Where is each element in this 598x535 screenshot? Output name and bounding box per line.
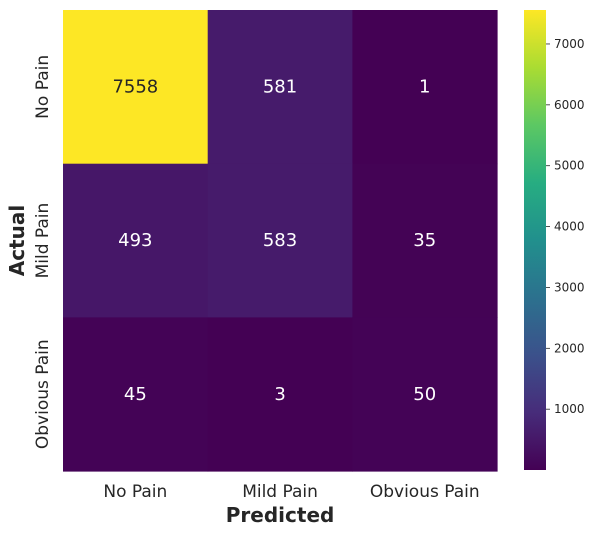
colorbar-tick-label: 6000: [554, 98, 585, 112]
heatmap-cell-value: 7558: [112, 76, 158, 97]
heatmap-cell-labels: 7558 581 1 493 583 35 45 3 50: [112, 76, 436, 404]
x-tick-label: Obvious Pain: [370, 482, 480, 502]
y-tick-label: Mild Pain: [33, 203, 53, 279]
heatmap-cell-value: 581: [263, 76, 297, 97]
y-tick-label: No Pain: [33, 55, 53, 119]
colorbar-tick-label: 1000: [554, 402, 585, 416]
heatmap-cell: [352, 10, 498, 165]
colorbar-tick-label: 3000: [554, 280, 585, 294]
heatmap-cell-value: 1: [419, 76, 430, 97]
heatmap-cell: [352, 163, 498, 318]
colorbar-tick-label: 2000: [554, 341, 585, 355]
heatmap-cell-value: 35: [413, 230, 436, 251]
y-tick-label: Obvious Pain: [33, 339, 53, 449]
heatmap-cell: [63, 10, 209, 165]
y-axis-title: Actual: [5, 205, 29, 276]
y-tick-labels: No Pain Mild Pain Obvious Pain: [33, 55, 53, 449]
x-tick-labels: No Pain Mild Pain Obvious Pain: [103, 482, 479, 502]
heatmap-cell-value: 583: [263, 230, 297, 251]
heatmap-cell-value: 493: [118, 230, 152, 251]
x-axis-title: Predicted: [226, 503, 335, 527]
heatmap-cell: [352, 317, 498, 472]
heatmap-cells: [63, 10, 498, 472]
heatmap-cell: [207, 163, 353, 318]
x-tick-label: Mild Pain: [242, 482, 318, 502]
x-tick-label: No Pain: [103, 482, 167, 502]
colorbar-tick-label: 7000: [554, 37, 585, 51]
heatmap-cell: [63, 317, 209, 472]
colorbar-tick-label: 4000: [554, 220, 585, 234]
heatmap-cell: [207, 317, 353, 472]
heatmap-cell: [207, 10, 353, 165]
heatmap-cell-value: 3: [274, 384, 285, 405]
colorbar-tick-label: 5000: [554, 159, 585, 173]
colorbar-tick-labels: 1000 2000 3000 4000 5000 6000 7000: [546, 37, 585, 416]
heatmap-cell: [63, 163, 209, 318]
heatmap-cell-value: 45: [124, 384, 147, 405]
heatmap-cell-value: 50: [413, 384, 436, 405]
colorbar: [524, 10, 546, 470]
